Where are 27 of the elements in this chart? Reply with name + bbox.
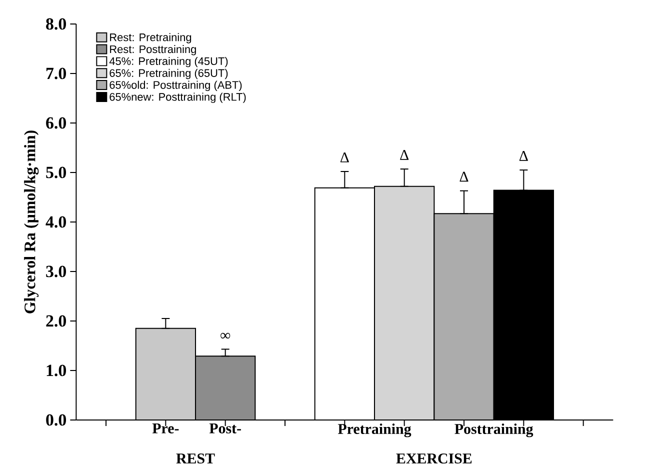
- x-tick-label: Pre-: [152, 424, 179, 434]
- data-label: Δ: [460, 172, 468, 182]
- legend-label: 65%: Pretraining (65UT): [110, 68, 228, 80]
- legend-label: Rest: Posttraining: [110, 45, 196, 56]
- legend-label: 65%new: Posttraining (RLT): [110, 92, 246, 103]
- y-tick-label: 0.0: [46, 414, 66, 426]
- legend-label: 45%: Pretraining (45UT): [109, 56, 228, 68]
- data-label: ∞: [220, 332, 230, 339]
- text: EXERCISE: [396, 454, 472, 464]
- x-tick-label: Posttraining: [454, 424, 534, 438]
- x-tick-label: Pretraining: [338, 424, 412, 438]
- legend-label: Rest: Pretraining: [110, 33, 192, 44]
- x-tick-label: Post-: [209, 424, 241, 434]
- data-label: Δ: [340, 152, 349, 162]
- legend-label: 65%old: Posttraining (ABT): [110, 80, 242, 92]
- y-tick-label: 7.0: [46, 68, 66, 80]
- y-axis-title: Glycerol Ra (µmol/kg·min): [24, 130, 39, 314]
- y-tick-label: 2.0: [46, 315, 66, 327]
- y-tick-label: 3.0: [46, 266, 66, 278]
- y-tick-label: 5.0: [46, 166, 66, 178]
- y-tick-label: 6.0: [46, 117, 66, 129]
- data-label: Δ: [519, 150, 528, 161]
- y-tick-label: 4.0: [46, 216, 66, 228]
- y-tick-label: 8.0: [46, 18, 66, 30]
- y-tick-label: 1.0: [46, 364, 66, 376]
- text: REST: [176, 454, 215, 464]
- data-label: Δ: [400, 150, 409, 160]
